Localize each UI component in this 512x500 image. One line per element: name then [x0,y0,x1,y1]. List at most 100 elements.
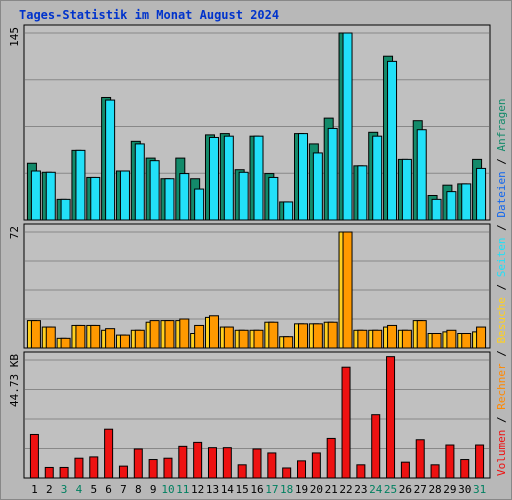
bar-besuche-day-4 [75,324,86,349]
bar-besuche-day-23 [357,329,368,349]
x-tick-label-day-10: 10 [161,483,174,496]
bar-dateien-day-15 [238,171,249,221]
bar-volumen-day-18 [282,467,292,479]
bar-besuche-day-11 [179,318,190,349]
panel-bottom: 44.73 KB [8,351,491,479]
x-tick-label-day-22: 22 [339,483,352,496]
x-tick-label-day-26: 26 [399,483,412,496]
legend-item-anfragen: Anfragen [495,98,508,151]
bar-dateien-day-17 [268,176,279,221]
legend-separator: / [495,344,508,364]
bar-volumen-day-11 [178,445,188,479]
bar-besuche-day-27 [416,320,427,349]
legend-separator: / [495,218,508,238]
bar-volumen-day-27 [415,439,425,479]
x-tick-label-day-15: 15 [236,483,249,496]
x-tick-label-day-20: 20 [310,483,323,496]
bar-dateien-day-31 [476,167,487,221]
x-tick-label-day-6: 6 [105,483,112,496]
y-max-label-middle: 72 [8,226,21,239]
bar-besuche-day-2 [45,326,56,349]
bar-dateien-day-3 [60,198,71,221]
legend-item-dateien: Dateien [495,171,508,217]
bar-volumen-day-24 [371,414,381,479]
bar-besuche-day-19 [298,323,309,349]
bar-dateien-day-2 [45,171,56,221]
bar-dateien-day-29 [446,191,457,221]
x-tick-label-day-19: 19 [295,483,308,496]
legend-separator: / [495,151,508,171]
x-tick-label-day-28: 28 [428,483,441,496]
bar-dateien-day-27 [416,129,427,221]
x-tick-label-day-11: 11 [176,483,189,496]
x-axis-day-labels: 1 2 3 4 5 6 7 8 9 10 11 12 13 14 15 16 17 18 19 20 21 22 23 24 2… [31,483,486,496]
bar-dateien-day-5 [90,176,101,221]
bar-volumen-day-5 [89,456,99,479]
x-tick-label-day-25: 25 [384,483,397,496]
bar-volumen-day-21 [326,437,336,479]
bar-volumen-day-14 [222,447,232,479]
bar-volumen-day-29 [445,444,455,479]
bar-dateien-day-22 [342,32,353,221]
bar-dateien-day-30 [461,183,472,221]
chart-title: Tages-Statistik im Monat August 2024 [19,8,279,22]
bar-dateien-day-23 [357,165,368,221]
bar-volumen-day-30 [460,459,470,479]
bar-dateien-day-7 [119,170,130,221]
bar-volumen-day-4 [74,457,84,479]
bar-besuche-day-3 [60,337,71,349]
x-tick-label-day-7: 7 [120,483,127,496]
x-tick-label-day-14: 14 [221,483,235,496]
bar-dateien-day-6 [105,99,116,221]
bar-besuche-day-7 [119,334,130,349]
x-tick-label-day-2: 2 [46,483,53,496]
y-max-label-bottom: 44.73 KB [8,354,21,407]
x-tick-label-day-12: 12 [191,483,204,496]
bar-volumen-day-9 [148,459,158,479]
bar-besuche-day-8 [134,329,145,349]
legend-item-seiten: Seiten [495,238,508,278]
bar-besuche-day-28 [431,333,442,349]
x-tick-label-day-31: 31 [473,483,486,496]
bar-volumen-day-10 [163,457,173,479]
x-tick-label-day-3: 3 [61,483,68,496]
bar-volumen-day-23 [356,464,366,479]
bar-volumen-day-25 [386,356,396,479]
bar-besuche-day-26 [401,329,412,349]
y-max-label-top: 145 [8,27,21,47]
bar-volumen-day-28 [430,464,440,479]
bar-besuche-day-1 [30,320,41,349]
bar-volumen-day-20 [311,452,321,479]
bar-volumen-day-26 [400,461,410,479]
bar-besuche-day-14 [223,326,234,349]
panel-top: 145 [8,24,491,221]
x-tick-label-day-4: 4 [76,483,83,496]
bar-dateien-day-20 [312,152,323,221]
bar-dateien-day-26 [401,158,412,221]
x-tick-label-day-27: 27 [414,483,427,496]
bar-dateien-day-12 [194,188,205,221]
bar-dateien-day-16 [253,135,264,221]
x-tick-label-day-24: 24 [369,483,383,496]
legend-item-volumen: Volumen [495,430,508,476]
x-tick-label-day-21: 21 [325,483,338,496]
panel-middle: 72 [8,223,491,349]
bar-besuche-day-30 [461,333,472,349]
legend-item-besuche: Besuche [495,297,508,343]
bar-volumen-day-17 [267,452,277,479]
x-tick-label-day-30: 30 [458,483,471,496]
bar-besuche-day-24 [372,329,383,349]
bar-volumen-day-1 [29,433,39,479]
bar-besuche-day-31 [476,326,487,349]
bar-besuche-day-20 [312,323,323,349]
bar-dateien-day-28 [431,198,442,221]
x-tick-label-day-9: 9 [150,483,157,496]
bar-dateien-day-10 [164,178,175,221]
bar-besuche-day-10 [164,320,175,349]
legend-separator: / [495,277,508,297]
bar-dateien-day-25 [387,60,398,221]
x-tick-label-day-16: 16 [250,483,263,496]
bar-volumen-day-6 [104,428,114,479]
bar-dateien-day-1 [30,170,41,221]
